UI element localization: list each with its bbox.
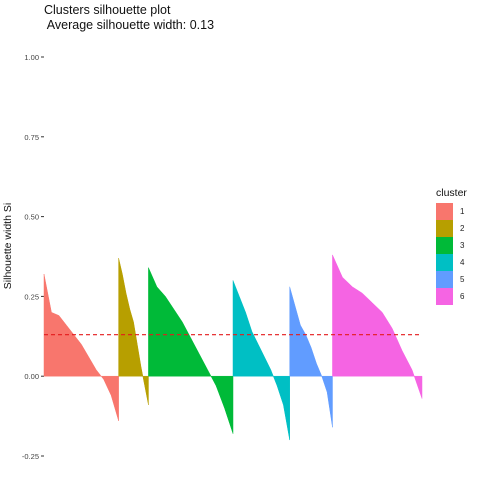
legend-label: 4 (460, 258, 465, 267)
legend-items: 1 2 3 4 5 6 (436, 203, 467, 305)
legend-item-cluster-6: 6 (436, 288, 467, 305)
y-tick-label: -0.25 (22, 452, 39, 461)
silhouette-bars (43, 254, 423, 441)
y-tick-label: 0.00 (24, 372, 39, 381)
legend-label: 2 (460, 224, 465, 233)
y-tick-label: 0.75 (24, 133, 39, 142)
legend-swatch (436, 271, 453, 288)
y-tick-label: 0.50 (24, 213, 39, 222)
chart-subtitle: Average silhouette width: 0.13 (44, 18, 215, 32)
cluster-5-bars (289, 286, 333, 428)
cluster-4-bars (232, 280, 290, 441)
legend-label: 5 (460, 275, 465, 284)
y-tick-label: 1.00 (24, 53, 39, 62)
y-axis-label: Silhouette width Si (2, 202, 14, 290)
y-axis: -0.25 0.00 0.25 0.50 0.75 1.00 (22, 53, 44, 461)
legend-swatch (436, 288, 453, 305)
legend-swatch (436, 237, 453, 254)
legend-title: cluster (436, 187, 467, 199)
legend-swatch (436, 203, 453, 220)
legend-label: 3 (460, 241, 465, 250)
legend-item-cluster-2: 2 (436, 220, 467, 237)
cluster-1-bars (43, 274, 119, 421)
legend-item-cluster-3: 3 (436, 237, 467, 254)
legend-swatch (436, 220, 453, 237)
cluster-6-bars (332, 254, 423, 399)
cluster-3-bars (148, 267, 234, 434)
legend-label: 1 (460, 207, 465, 216)
legend-swatch (436, 254, 453, 271)
legend-item-cluster-1: 1 (436, 203, 467, 220)
y-tick-label: 0.25 (24, 292, 39, 301)
legend: cluster 1 2 3 4 5 6 (436, 187, 467, 305)
legend-label: 6 (460, 292, 465, 301)
legend-item-cluster-5: 5 (436, 271, 467, 288)
legend-item-cluster-4: 4 (436, 254, 467, 271)
cluster-2-bars (118, 258, 149, 405)
chart-title: Clusters silhouette plot (44, 3, 171, 17)
